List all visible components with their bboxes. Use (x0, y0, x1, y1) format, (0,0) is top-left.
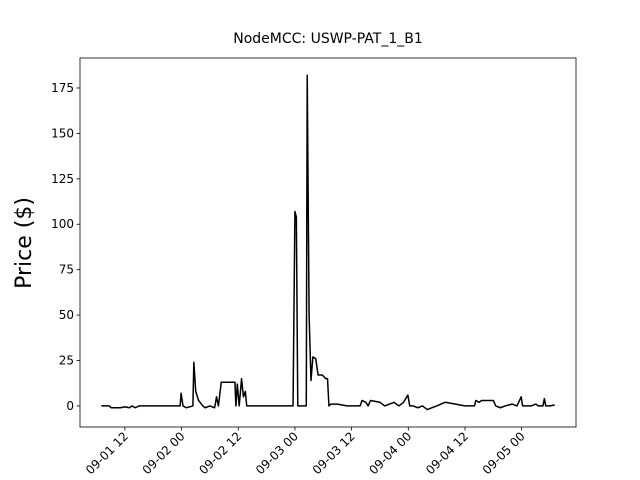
chart-title: NodeMCC: USWP-PAT_1_B1 (233, 31, 423, 47)
y-tick-label: 125 (51, 172, 74, 186)
plot-frame (79, 57, 577, 428)
y-tick-label: 75 (59, 263, 74, 277)
y-axis-label: Price ($) (12, 197, 37, 289)
y-tick-label: 0 (66, 399, 74, 413)
y-tick-label: 150 (51, 126, 74, 140)
y-tick-label: 175 (51, 81, 74, 95)
y-tick-label: 50 (59, 308, 74, 322)
y-tick-label: 100 (51, 217, 74, 231)
price-line (101, 74, 555, 411)
y-tick-label: 25 (59, 354, 74, 368)
